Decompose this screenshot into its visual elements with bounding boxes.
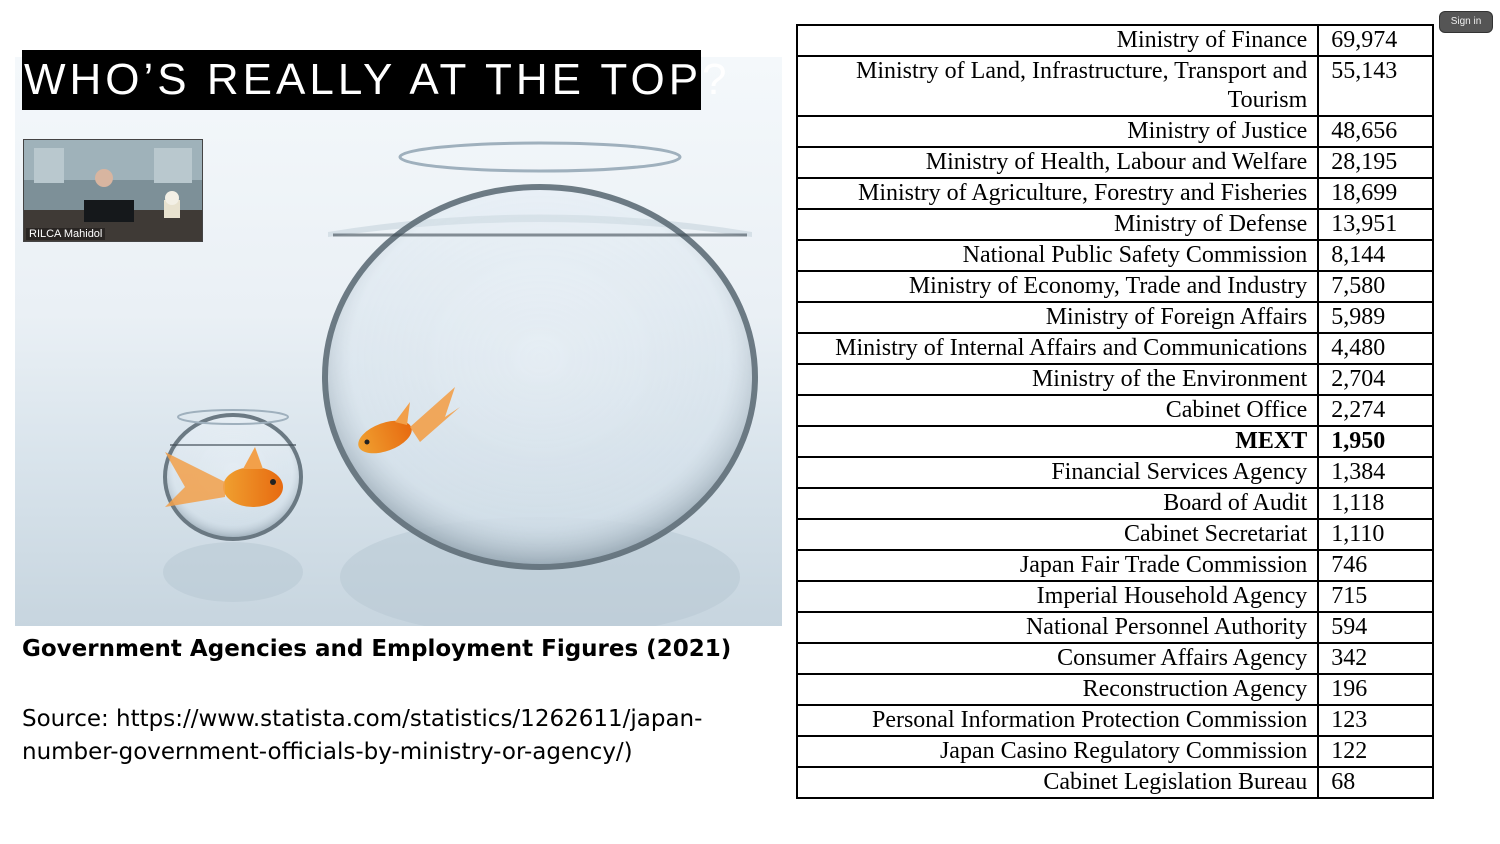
agency-name-cell: National Public Safety Commission: [795, 239, 1320, 272]
table-row: Imperial Household Agency 715: [795, 580, 1434, 613]
table-row: Reconstruction Agency 196: [795, 673, 1434, 706]
source-citation: Source: https://www.statista.com/statist…: [22, 706, 703, 765]
agency-name-cell: Personal Information Protection Commissi…: [795, 704, 1320, 737]
sign-in-button[interactable]: Sign in: [1440, 12, 1492, 32]
employee-count-cell: 28,195: [1317, 146, 1434, 179]
agency-name-cell: Ministry of Defense: [795, 208, 1320, 241]
agency-name-cell: Cabinet Legislation Bureau: [795, 766, 1320, 799]
presenter-video-icon: [24, 140, 202, 241]
agency-name-cell: Ministry of Agriculture, Forestry and Fi…: [795, 177, 1320, 210]
employee-count-cell: 342: [1317, 642, 1434, 675]
agency-name-cell: Ministry of Foreign Affairs: [795, 301, 1320, 334]
employee-count-cell: 1,950: [1317, 425, 1434, 458]
employee-count-cell: 69,974: [1317, 24, 1434, 57]
employee-count-cell: 7,580: [1317, 270, 1434, 303]
agency-name-cell: Ministry of Health, Labour and Welfare: [795, 146, 1320, 179]
table-row: Ministry of Internal Affairs and Communi…: [795, 332, 1434, 365]
table-row: MEXT 1,950: [795, 425, 1434, 458]
video-thumbnail-name: RILCA Mahidol: [26, 228, 106, 240]
agency-name-cell: Cabinet Secretariat: [795, 518, 1320, 551]
table-row: Japan Fair Trade Commission 746: [795, 549, 1434, 582]
agency-name-cell: Ministry of Internal Affairs and Communi…: [795, 332, 1320, 365]
slide-title: WHO’S REALLY AT THE TOP?: [22, 50, 727, 110]
table-caption: Government Agencies and Employment Figur…: [22, 636, 732, 662]
employee-count-cell: 1,118: [1317, 487, 1434, 520]
employee-count-cell: 715: [1317, 580, 1434, 613]
table-row: National Public Safety Commission 8,144: [795, 239, 1434, 272]
agency-name-cell: Reconstruction Agency: [795, 673, 1320, 706]
employee-count-cell: 1,384: [1317, 456, 1434, 489]
employee-count-cell: 8,144: [1317, 239, 1434, 272]
agency-name-cell: Cabinet Office: [795, 394, 1320, 427]
agency-name-cell: Ministry of the Environment: [795, 363, 1320, 396]
table-row: Cabinet Office 2,274: [795, 394, 1434, 427]
table-row: Ministry of the Environment 2,704: [795, 363, 1434, 396]
agency-name-cell: Imperial Household Agency: [795, 580, 1320, 613]
employee-count-cell: 5,989: [1317, 301, 1434, 334]
agency-name-cell: National Personnel Authority: [795, 611, 1320, 644]
agency-name-cell: MEXT: [795, 425, 1320, 458]
fishbowl-photo: [15, 57, 782, 626]
employee-count-cell: 13,951: [1317, 208, 1434, 241]
table-row: Ministry of Land, Infrastructure, Transp…: [795, 55, 1434, 117]
table-row: Board of Audit 1,118: [795, 487, 1434, 520]
table-row: Japan Casino Regulatory Commission 122: [795, 735, 1434, 768]
employee-count-cell: 123: [1317, 704, 1434, 737]
employee-count-cell: 122: [1317, 735, 1434, 768]
table-row: Ministry of Justice 48,656: [795, 115, 1434, 148]
table-row: National Personnel Authority 594: [795, 611, 1434, 644]
employee-count-cell: 2,274: [1317, 394, 1434, 427]
agency-name-cell: Japan Casino Regulatory Commission: [795, 735, 1320, 768]
table-row: Cabinet Secretariat 1,110: [795, 518, 1434, 551]
table-row: Ministry of Defense 13,951: [795, 208, 1434, 241]
employee-count-cell: 55,143: [1317, 55, 1434, 117]
agency-name-cell: Board of Audit: [795, 487, 1320, 520]
employee-count-cell: 48,656: [1317, 115, 1434, 148]
employee-count-cell: 68: [1317, 766, 1434, 799]
table-row: Financial Services Agency 1,384: [795, 456, 1434, 489]
agency-name-cell: Ministry of Land, Infrastructure, Transp…: [795, 55, 1320, 117]
agency-name-cell: Financial Services Agency: [795, 456, 1320, 489]
table-row: Ministry of Health, Labour and Welfare 28…: [795, 146, 1434, 179]
table-row: Personal Information Protection Commissi…: [795, 704, 1434, 737]
table-row: Ministry of Economy, Trade and Industry 7…: [795, 270, 1434, 303]
agency-name-cell: Ministry of Justice: [795, 115, 1320, 148]
employee-count-cell: 1,110: [1317, 518, 1434, 551]
table-row: Consumer Affairs Agency 342: [795, 642, 1434, 675]
fishbowl-illustration: [163, 141, 758, 626]
employee-count-cell: 2,704: [1317, 363, 1434, 396]
agency-name-cell: Ministry of Economy, Trade and Industry: [795, 270, 1320, 303]
agency-name-cell: Consumer Affairs Agency: [795, 642, 1320, 675]
agency-employment-table: Ministry of Finance 69,974 Ministry of Lan…: [795, 24, 1434, 799]
employee-count-cell: 594: [1317, 611, 1434, 644]
table-row: Ministry of Finance 69,974: [795, 24, 1434, 57]
table-row: Ministry of Agriculture, Forestry and Fi…: [795, 177, 1434, 210]
table-row: Ministry of Foreign Affairs 5,989: [795, 301, 1434, 334]
goldfish-small-bowl: [165, 447, 283, 507]
employee-count-cell: 4,480: [1317, 332, 1434, 365]
employee-count-cell: 746: [1317, 549, 1434, 582]
video-thumbnail[interactable]: RILCA Mahidol: [23, 139, 203, 242]
table-row: Cabinet Legislation Bureau 68: [795, 766, 1434, 799]
employee-count-cell: 18,699: [1317, 177, 1434, 210]
goldfish-large-bowl: [358, 387, 460, 454]
agency-name-cell: Japan Fair Trade Commission: [795, 549, 1320, 582]
employee-count-cell: 196: [1317, 673, 1434, 706]
agency-name-cell: Ministry of Finance: [795, 24, 1320, 57]
